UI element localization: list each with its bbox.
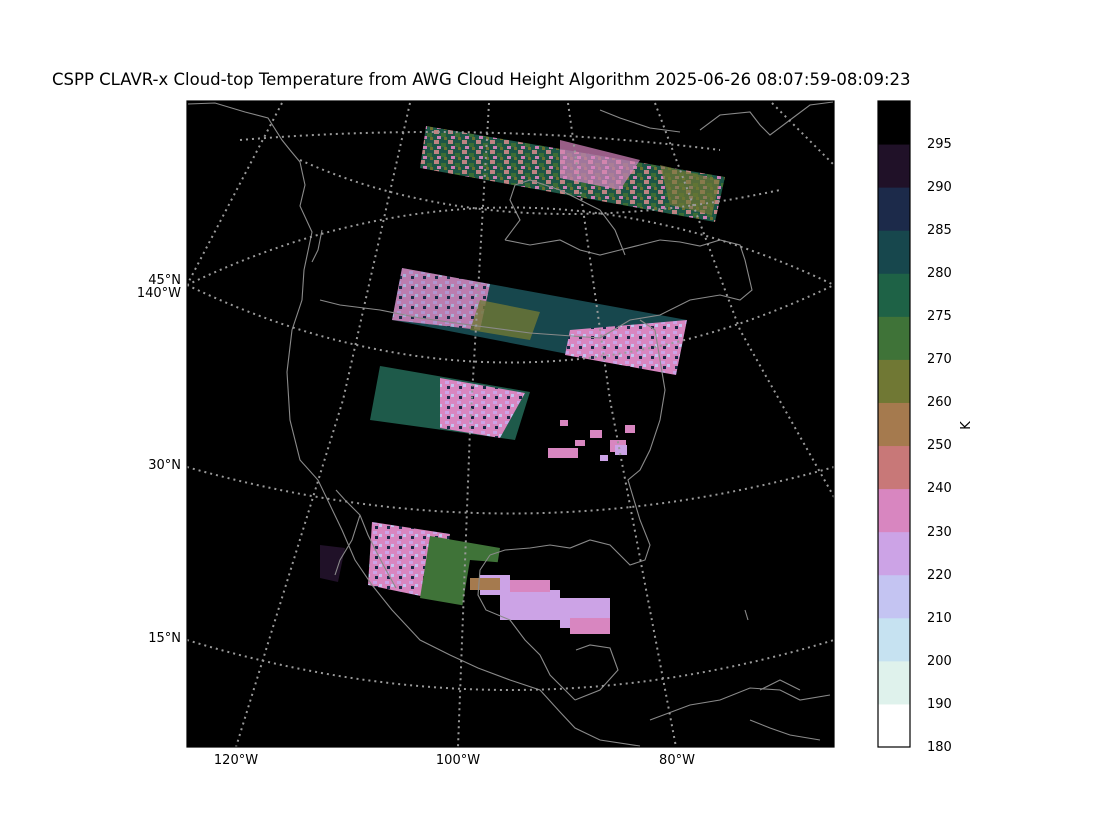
colorbar-tick-260: 260 [927, 395, 952, 410]
colorbar-segment [878, 531, 910, 576]
colorbar-tick-210: 210 [927, 611, 952, 626]
colorbar-tick-285: 290 [927, 180, 952, 195]
colorbar-tick-200: 200 [927, 654, 952, 669]
colorbar-tick-220: 220 [927, 568, 952, 583]
colorbar-segment [878, 488, 910, 533]
colorbar-segment [878, 230, 910, 274]
colorbar-frame [877, 100, 911, 748]
colorbar-tick-180: 180 [927, 740, 952, 755]
colorbar-segment [878, 316, 910, 360]
colorbar-segment [878, 617, 910, 662]
colorbar-tick-280: 285 [927, 223, 952, 238]
colorbar-tick-250: 250 [927, 438, 952, 453]
colorbar-tick-190: 190 [927, 697, 952, 712]
satellite-swath-central [392, 268, 687, 375]
colorbar-unit-label: K [958, 421, 974, 430]
colorbar-segment [878, 574, 910, 619]
satellite-swath-north [420, 126, 725, 222]
colorbar-segment [878, 402, 910, 447]
figure-title: CSPP CLAVR-x Cloud-top Temperature from … [52, 70, 911, 89]
map-frame [186, 100, 835, 748]
colorbar-segment [878, 660, 910, 705]
colorbar-segment [878, 144, 910, 188]
colorbar-segment [878, 703, 910, 748]
satellite-swath-south [320, 522, 620, 640]
colorbar-segment [878, 101, 910, 145]
colorbar-segment [878, 445, 910, 490]
colorbar-segment [878, 187, 910, 231]
colorbar-tick-290: 295 [927, 137, 952, 152]
satellite-swath-south-central [370, 366, 660, 470]
lon-label-140w: 140°W [136, 286, 181, 301]
colorbar-segment [878, 359, 910, 403]
lon-label-120w: 120°W [213, 753, 259, 768]
colorbar [878, 101, 910, 748]
colorbar-tick-275: 280 [927, 266, 952, 281]
colorbar-tick-240: 240 [927, 481, 952, 496]
lat-label-15n: 15°N [148, 631, 181, 646]
lat-label-45n: 45°N [148, 273, 181, 288]
colorbar-segment [878, 273, 910, 317]
graticule [187, 102, 834, 747]
colorbar-tick-230: 230 [927, 525, 952, 540]
colorbar-tick-265: 270 [927, 352, 952, 367]
lon-label-80w: 80°W [659, 753, 695, 768]
colorbar-tick-270: 275 [927, 309, 952, 324]
lat-label-30n: 30°N [148, 458, 181, 473]
lon-label-100w: 100°W [435, 753, 481, 768]
